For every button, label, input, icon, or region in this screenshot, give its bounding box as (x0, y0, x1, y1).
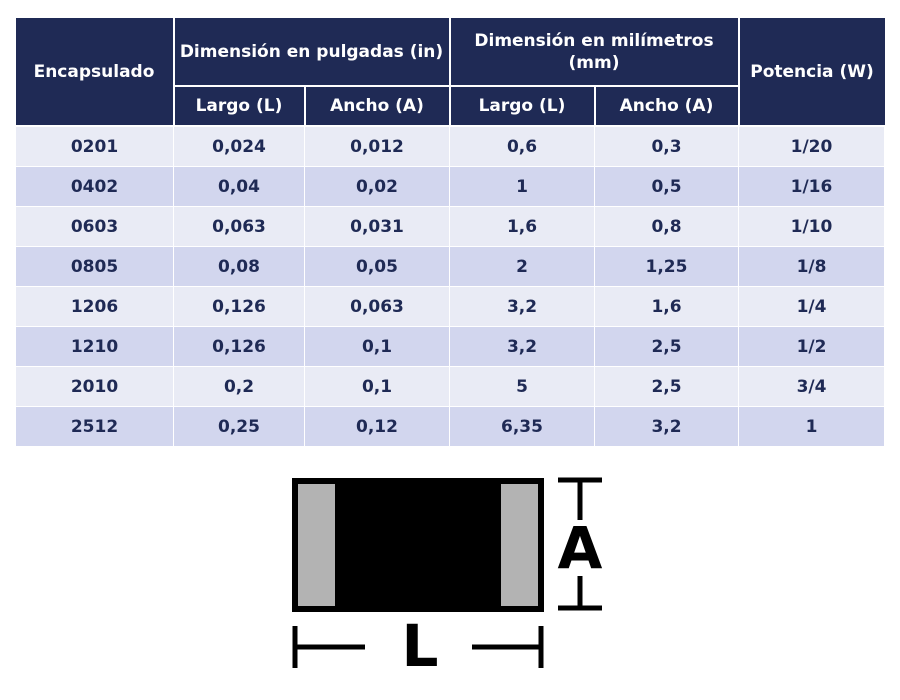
table-row: 1206 0,126 0,063 3,2 1,6 1/4 (15, 286, 885, 327)
table-cell: 0402 (15, 166, 174, 207)
table-cell: 0,031 (304, 206, 450, 247)
table-cell: 3,2 (449, 286, 595, 327)
table-cell: 1210 (15, 326, 174, 367)
table-cell: 2,5 (594, 366, 739, 407)
height-dimension (558, 477, 602, 611)
table-cell: 0,3 (594, 125, 739, 167)
length-label: L (402, 612, 439, 680)
terminal (298, 484, 335, 606)
terminal (501, 484, 538, 606)
height-label: A (558, 514, 603, 582)
table-cell: 0,02 (304, 166, 450, 207)
table-row: 0603 0,063 0,031 1,6 0,8 1/10 (15, 206, 885, 247)
table-cell: 2,5 (594, 326, 739, 367)
table-cell: 1 (738, 406, 885, 447)
table-cell: 1,25 (594, 246, 739, 287)
table-row: 1210 0,126 0,1 3,2 2,5 1/2 (15, 326, 885, 367)
size-table: Encapsulado Dimensión en pulgadas (in) D… (15, 18, 885, 447)
length-dimension (292, 626, 544, 668)
table-cell: 2 (449, 246, 595, 287)
table-cell: 2512 (15, 406, 174, 447)
table-cell: 0,05 (304, 246, 450, 287)
table-cell: 6,35 (449, 406, 595, 447)
table-cell: 1/8 (738, 246, 885, 287)
table-cell: 1/16 (738, 166, 885, 207)
table-cell: 1/4 (738, 286, 885, 327)
table-cell: 0,6 (449, 125, 595, 167)
table-cell: 0,04 (173, 166, 305, 207)
header-cell: Dimensión en pulgadas (in) (172, 18, 451, 87)
table-cell: 0,126 (173, 326, 305, 367)
table-cell: 0,063 (304, 286, 450, 327)
table-cell: 0201 (15, 125, 174, 167)
subheader-cell: Ancho (A) (303, 86, 451, 127)
table-cell: 0,5 (594, 166, 739, 207)
subheader-cell: Largo (L) (172, 86, 306, 127)
table-cell: 0,1 (304, 366, 450, 407)
subheader-cell: Ancho (A) (593, 86, 740, 127)
table-cell: 0,012 (304, 125, 450, 167)
subheader-cell: Largo (L) (448, 86, 596, 127)
table-cell: 0,12 (304, 406, 450, 447)
table-row: 0805 0,08 0,05 2 1,25 1/8 (15, 246, 885, 287)
table-cell: 3,2 (449, 326, 595, 367)
table-row: 0402 0,04 0,02 1 0,5 1/16 (15, 166, 885, 207)
header-cell: Potencia (W) (737, 18, 885, 127)
table-cell: 1,6 (449, 206, 595, 247)
table-cell: 1/2 (738, 326, 885, 367)
header-cell: Encapsulado (15, 18, 175, 127)
table-cell: 0,024 (173, 125, 305, 167)
table-cell: 3,2 (594, 406, 739, 447)
table-cell: 1 (449, 166, 595, 207)
table-cell: 1,6 (594, 286, 739, 327)
table-cell: 0603 (15, 206, 174, 247)
header-cell: Dimensión en milímetros (mm) (448, 18, 740, 87)
table-cell: 0,08 (173, 246, 305, 287)
resistor-body (292, 478, 544, 612)
table-cell: 0,25 (173, 406, 305, 447)
table-cell: 0,1 (304, 326, 450, 367)
table-cell: 0805 (15, 246, 174, 287)
table-row: 2512 0,25 0,12 6,35 3,2 1 (15, 406, 885, 447)
